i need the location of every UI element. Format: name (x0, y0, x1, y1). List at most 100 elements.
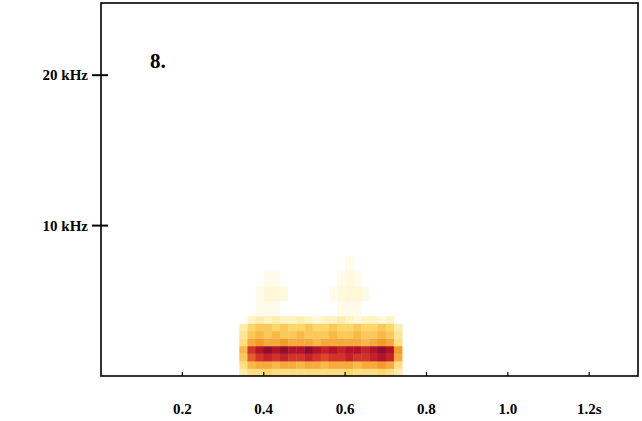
cell (353, 323, 362, 331)
cell (280, 286, 289, 301)
cell (361, 256, 370, 271)
cell (304, 323, 313, 331)
cell (304, 368, 313, 376)
cell (370, 338, 379, 346)
cell (280, 323, 289, 331)
cell (264, 256, 273, 271)
cell (239, 301, 248, 316)
cell (394, 353, 403, 361)
cell (394, 331, 403, 339)
cell (345, 368, 354, 376)
cell (288, 346, 297, 354)
cell (361, 301, 370, 316)
cell (296, 286, 305, 301)
cell (394, 361, 403, 369)
cell (313, 353, 322, 361)
cell (329, 361, 338, 369)
cell (337, 368, 346, 376)
cell (329, 323, 338, 331)
cell (345, 346, 354, 354)
cell (370, 331, 379, 339)
cells (239, 256, 402, 376)
cell (288, 256, 297, 271)
cell (386, 271, 395, 286)
cell (247, 338, 256, 346)
cell (394, 301, 403, 316)
cell (370, 301, 379, 316)
cell (394, 346, 403, 354)
cell (296, 271, 305, 286)
cell (321, 331, 330, 339)
cell (329, 368, 338, 376)
cell (264, 323, 273, 331)
cell (353, 301, 362, 316)
cell (296, 323, 305, 331)
cell (256, 323, 265, 331)
cell (345, 331, 354, 339)
cell (288, 338, 297, 346)
cell (378, 361, 387, 369)
cell (353, 353, 362, 361)
cell (272, 256, 281, 271)
cell (256, 286, 265, 301)
cell (386, 361, 395, 369)
cell (378, 353, 387, 361)
cell (337, 286, 346, 301)
cell (345, 316, 354, 324)
cell (280, 346, 289, 354)
cell (337, 353, 346, 361)
cell (256, 256, 265, 271)
x-tick (344, 372, 345, 376)
cell (361, 346, 370, 354)
cell (361, 331, 370, 339)
cell (370, 271, 379, 286)
cell (272, 271, 281, 286)
cell (264, 338, 273, 346)
cell (280, 301, 289, 316)
cell (239, 316, 248, 324)
cell (304, 346, 313, 354)
cell (280, 361, 289, 369)
cell (313, 316, 322, 324)
cell (329, 301, 338, 316)
cell (321, 271, 330, 286)
cell (378, 331, 387, 339)
cell (247, 323, 256, 331)
cell (247, 331, 256, 339)
y-tick-label: 10 kHz (43, 218, 89, 234)
cell (272, 323, 281, 331)
cell (264, 368, 273, 376)
cell (321, 286, 330, 301)
cell (386, 353, 395, 361)
cell (264, 361, 273, 369)
cell (280, 368, 289, 376)
cell (296, 368, 305, 376)
cell (288, 361, 297, 369)
cell (256, 316, 265, 324)
cell (353, 331, 362, 339)
cell (353, 338, 362, 346)
cell (304, 286, 313, 301)
cell (370, 323, 379, 331)
cell (313, 286, 322, 301)
cell (394, 368, 403, 376)
cell (313, 323, 322, 331)
x-tick (507, 372, 508, 376)
cell (321, 301, 330, 316)
cell (313, 331, 322, 339)
cell (370, 256, 379, 271)
cell (329, 271, 338, 286)
cell (247, 271, 256, 286)
x-tick-label: 0.8 (417, 401, 436, 417)
cell (296, 361, 305, 369)
cell (337, 316, 346, 324)
cell (353, 346, 362, 354)
cell (256, 346, 265, 354)
cell (280, 353, 289, 361)
cell (337, 331, 346, 339)
cell (304, 271, 313, 286)
cell (296, 338, 305, 346)
cell (361, 316, 370, 324)
cell (296, 301, 305, 316)
cell (345, 301, 354, 316)
